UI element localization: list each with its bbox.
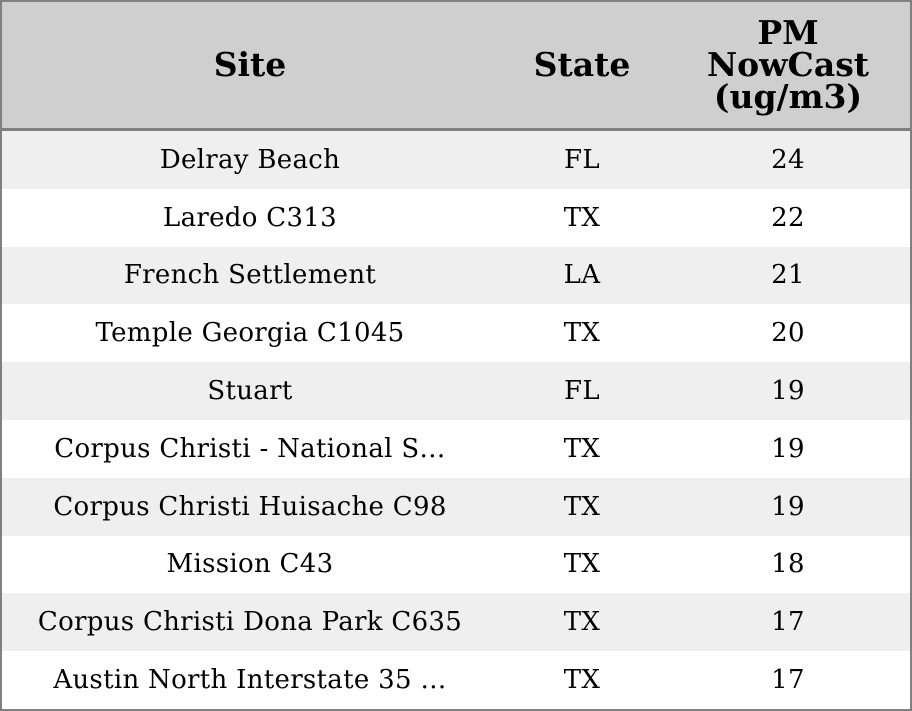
table-row: Stuart FL 19: [2, 362, 910, 420]
table-body: Delray Beach FL 24 Laredo C313 TX 22 French Se…: [2, 131, 910, 709]
cell-state: TX: [563, 433, 601, 464]
cell-pm-nowcast: 19: [771, 433, 805, 464]
cell-site: Corpus Christi - National S…: [54, 433, 446, 464]
cell-site: Delray Beach: [159, 144, 341, 175]
table-row: Corpus Christi Dona Park C635 TX 17: [2, 593, 910, 652]
cell-site: Corpus Christi Huisache C98: [53, 491, 447, 522]
cell-state: FL: [564, 376, 600, 407]
cell-state: FL: [564, 144, 600, 175]
table-header-row: Site State PM NowCast (ug/m3): [2, 2, 910, 131]
cell-state: TX: [563, 607, 601, 638]
cell-state: TX: [563, 318, 601, 349]
table-row: Austin North Interstate 35 … TX 17: [2, 651, 910, 709]
cell-site: Austin North Interstate 35 …: [53, 665, 447, 696]
cell-pm-nowcast: 19: [771, 376, 805, 407]
column-header-state: State: [533, 45, 631, 84]
cell-pm-nowcast: 24: [771, 144, 805, 175]
cell-state: TX: [563, 549, 601, 580]
table-row: French Settlement LA 21: [2, 246, 910, 305]
table-row: Corpus Christi - National S… TX 19: [2, 420, 910, 478]
cell-pm-nowcast: 18: [771, 549, 805, 580]
table-row: Laredo C313 TX 22: [2, 189, 910, 247]
table-row: Corpus Christi Huisache C98 TX 19: [2, 477, 910, 536]
cell-pm-nowcast: 17: [771, 665, 805, 696]
table-row: Delray Beach FL 24: [2, 131, 910, 189]
cell-pm-nowcast: 20: [771, 318, 805, 349]
cell-state: LA: [563, 260, 601, 291]
cell-pm-nowcast: 19: [771, 491, 805, 522]
table-row: Mission C43 TX 18: [2, 536, 910, 594]
column-header-pm-nowcast: PM NowCast (ug/m3): [706, 13, 870, 116]
cell-pm-nowcast: 21: [771, 260, 805, 291]
cell-site: Stuart: [207, 376, 293, 407]
cell-state: TX: [563, 202, 601, 233]
cell-site: Corpus Christi Dona Park C635: [37, 607, 463, 638]
cell-site: Laredo C313: [163, 202, 337, 233]
table-row: Temple Georgia C1045 TX 20: [2, 304, 910, 362]
cell-site: Temple Georgia C1045: [95, 318, 405, 349]
cell-state: TX: [563, 665, 601, 696]
cell-pm-nowcast: 22: [771, 202, 805, 233]
column-header-site: Site: [213, 45, 287, 84]
cell-pm-nowcast: 17: [771, 607, 805, 638]
cell-site: French Settlement: [123, 260, 377, 291]
cell-state: TX: [563, 491, 601, 522]
cell-site: Mission C43: [166, 549, 334, 580]
